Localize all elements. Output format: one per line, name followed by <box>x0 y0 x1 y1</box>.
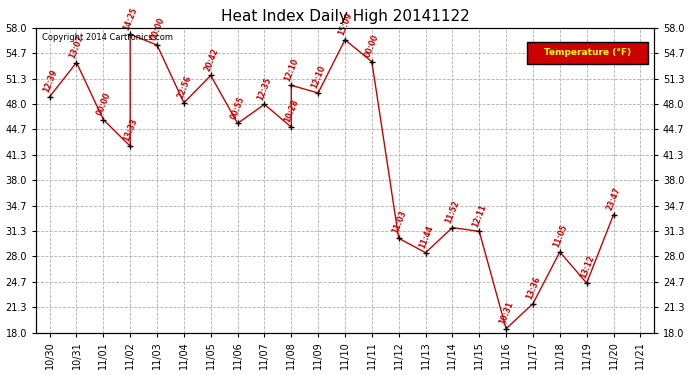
Text: 15:09: 15:09 <box>337 11 354 37</box>
Title: Heat Index Daily High 20141122: Heat Index Daily High 20141122 <box>221 9 469 24</box>
Text: 12:11: 12:11 <box>471 202 489 228</box>
Text: 11:52: 11:52 <box>444 199 462 225</box>
FancyBboxPatch shape <box>527 42 648 64</box>
Text: 12:10: 12:10 <box>283 57 300 82</box>
Text: 11:44: 11:44 <box>417 224 435 250</box>
Text: 00:00: 00:00 <box>95 91 112 117</box>
Text: 13:36: 13:36 <box>524 275 542 301</box>
Text: 13:07: 13:07 <box>68 34 86 60</box>
Text: 12:10: 12:10 <box>310 64 327 90</box>
Text: 00:55: 00:55 <box>229 95 246 120</box>
Text: 13:12: 13:12 <box>578 254 595 280</box>
Text: 00:00: 00:00 <box>149 16 166 42</box>
Text: 10:28: 10:28 <box>283 98 300 124</box>
Text: 12:39: 12:39 <box>41 68 59 94</box>
Text: 13:33: 13:33 <box>122 117 139 143</box>
Text: 23:47: 23:47 <box>605 186 622 211</box>
Text: 11:05: 11:05 <box>551 223 569 249</box>
Text: 20:42: 20:42 <box>202 46 220 72</box>
Text: 12:35: 12:35 <box>256 76 273 101</box>
Text: 22:56: 22:56 <box>175 74 193 100</box>
Text: Copyright 2014 Cartronics.com: Copyright 2014 Cartronics.com <box>42 33 173 42</box>
Text: Temperature (°F): Temperature (°F) <box>544 48 631 57</box>
Text: 14:25: 14:25 <box>122 6 139 32</box>
Text: 11:03: 11:03 <box>391 210 408 235</box>
Text: 10:31: 10:31 <box>497 300 515 326</box>
Text: 00:00: 00:00 <box>364 33 381 59</box>
